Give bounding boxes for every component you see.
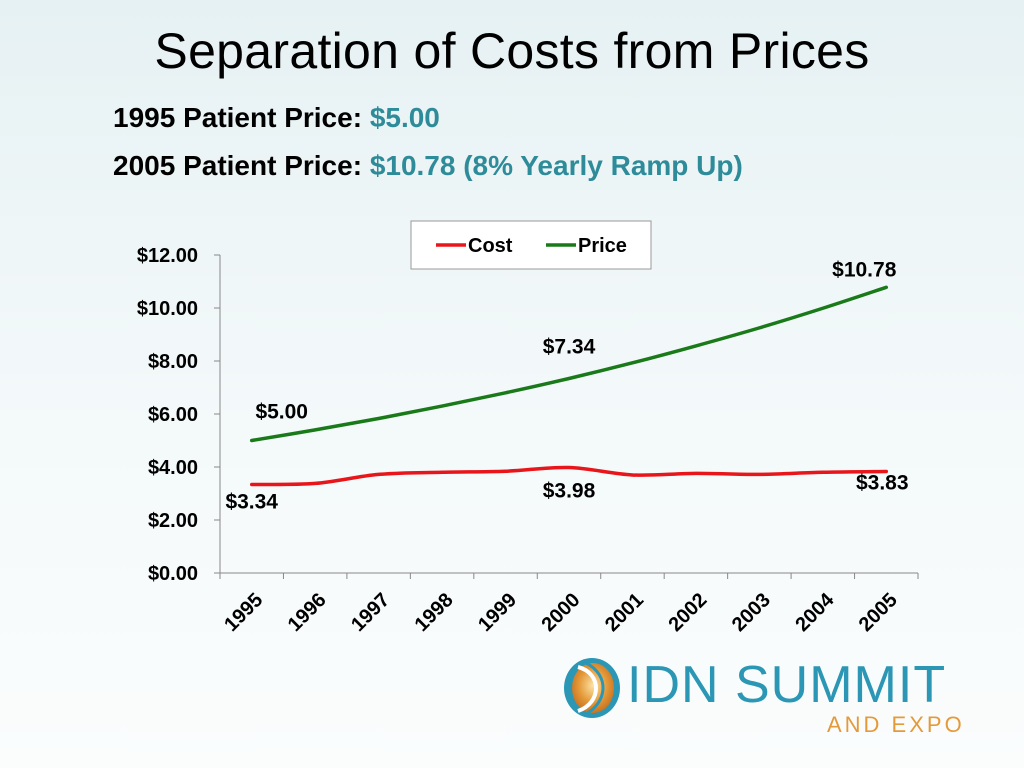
- x-tick-label: 1998: [411, 589, 458, 636]
- patient-price-1995-label: 1995 Patient Price:: [113, 102, 363, 133]
- y-tick-label: $4.00: [148, 457, 198, 479]
- idn-summit-logo: IDN SUMMIT AND EXPO: [562, 655, 992, 745]
- patient-price-2005-value: $10.78 (8% Yearly Ramp Up): [369, 150, 743, 181]
- x-tick-label: 1999: [474, 589, 521, 636]
- x-tick-label: 2003: [728, 589, 775, 636]
- swirl-logo-icon: [564, 658, 620, 718]
- data-label: $7.34: [543, 335, 596, 358]
- patient-price-2005-label: 2005 Patient Price:: [113, 150, 363, 181]
- slide-title: Separation of Costs from Prices: [154, 23, 870, 79]
- series-line-cost: [249, 465, 889, 487]
- data-label: $3.83: [856, 472, 909, 495]
- x-tick-label: 2000: [538, 589, 585, 636]
- y-tick-label: $10.00: [137, 298, 198, 320]
- x-tick-label: 2002: [664, 589, 711, 636]
- data-label: $3.34: [225, 490, 278, 513]
- x-tick-label: 2004: [791, 588, 839, 636]
- logo-name: IDN SUMMIT: [627, 656, 947, 714]
- chart-legend: Cost Price: [410, 220, 652, 270]
- series-line-price: [249, 285, 889, 443]
- logo-tagline: AND EXPO: [827, 712, 965, 737]
- x-tick-label: 1996: [284, 589, 331, 636]
- patient-price-1995-value: $5.00: [369, 102, 440, 133]
- y-tick-label: $8.00: [148, 351, 198, 373]
- patient-price-2005: 2005 Patient Price: $10.78 (8% Yearly Ra…: [113, 150, 743, 182]
- x-tick-label: 1995: [220, 589, 267, 636]
- legend-label-price: Price: [578, 235, 627, 257]
- data-label: $5.00: [255, 401, 308, 424]
- y-tick-label: $6.00: [148, 404, 198, 426]
- data-label: $10.78: [832, 258, 897, 281]
- x-tick-label: 1997: [347, 589, 394, 636]
- x-tick-label: 2001: [601, 589, 648, 636]
- y-tick-label: $0.00: [148, 563, 198, 585]
- y-tick-label: $12.00: [137, 245, 198, 267]
- legend-label-cost: Cost: [468, 235, 513, 257]
- x-tick-label: 2005: [855, 589, 902, 636]
- data-label: $3.98: [543, 480, 596, 503]
- patient-price-1995: 1995 Patient Price: $5.00: [113, 102, 440, 134]
- y-tick-label: $2.00: [148, 510, 198, 532]
